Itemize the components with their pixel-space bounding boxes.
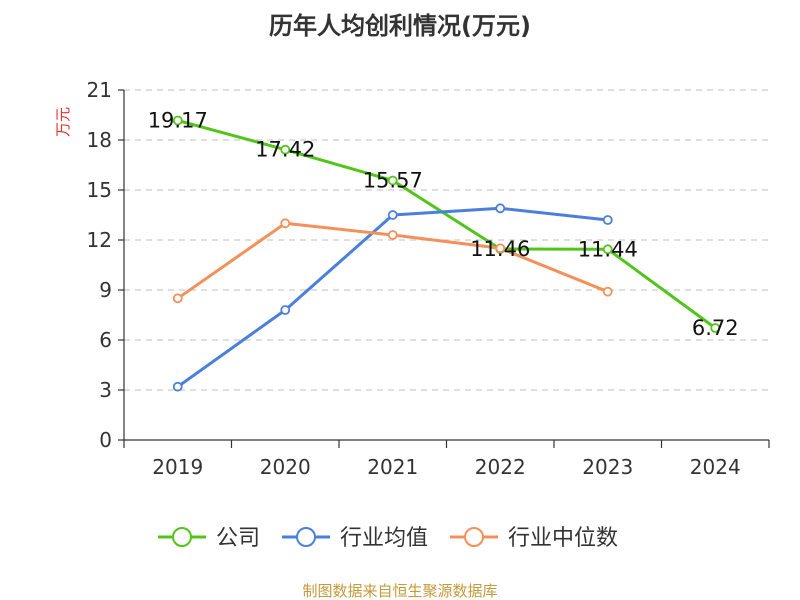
x-tick-label: 2019 [152, 455, 203, 479]
y-tick-label: 21 [87, 78, 112, 102]
y-tick-label: 3 [99, 378, 112, 402]
source-note: 制图数据来自恒生聚源数据库 [302, 582, 497, 600]
data-point [602, 215, 613, 225]
y-tick-label: 18 [87, 128, 112, 152]
chart-title: 历年人均创利情况(万元) [269, 12, 531, 40]
data-point [387, 175, 398, 186]
x-tick-label: 2022 [475, 455, 526, 479]
y-tick-label: 12 [87, 228, 112, 252]
data-point [280, 218, 291, 229]
series-layer [172, 115, 721, 392]
legend-marker [296, 527, 317, 547]
legend-marker [172, 527, 192, 547]
axes: 0 3 6 9 12 15 18 21 2019 2020 2021 2022 2023 2024 [87, 78, 770, 479]
series-2 [172, 218, 613, 304]
x-tick-label: 2021 [367, 455, 418, 479]
legend-marker [464, 527, 485, 547]
y-tick-label: 15 [87, 178, 112, 202]
data-point [602, 286, 613, 297]
x-tick-label: 2024 [690, 455, 741, 479]
data-point [387, 210, 398, 220]
data-point [495, 203, 506, 214]
y-tick-label: 9 [99, 278, 112, 302]
series-1 [172, 203, 613, 392]
grid-lines [124, 89, 769, 391]
x-tick-label: 2020 [260, 455, 311, 479]
legend-item-0: 公司 [158, 526, 260, 551]
legend-label: 行业均值 [340, 526, 428, 551]
data-point [280, 305, 291, 315]
y-tick-label: 0 [99, 428, 112, 452]
y-tick-label: 6 [99, 328, 112, 352]
legend-item-2: 行业中位数 [450, 526, 618, 551]
data-point [172, 293, 183, 304]
data-point [710, 323, 721, 333]
data-label: 19.17 [148, 109, 208, 133]
data-labels: 19.17 17.42 15.57 11.46 11.44 6.72 [148, 109, 739, 341]
data-point [495, 243, 506, 254]
data-point [280, 144, 291, 155]
data-point [387, 230, 398, 240]
data-point [172, 381, 183, 392]
x-tick-label: 2023 [582, 455, 633, 479]
series-line [177, 119, 717, 330]
data-point [172, 115, 183, 126]
data-point [602, 244, 613, 255]
data-label: 15.57 [363, 169, 423, 193]
legend-item-1: 行业均值 [282, 526, 428, 551]
y-axis-label: 万元 [54, 107, 72, 137]
legend-label: 公司 [216, 526, 260, 551]
data-label: 17.42 [255, 138, 315, 162]
data-label: 11.44 [578, 237, 638, 261]
legend: 公司 行业均值 行业中位数 [158, 526, 618, 551]
data-label: 11.46 [470, 237, 530, 261]
legend-label: 行业中位数 [508, 526, 618, 551]
data-label: 6.72 [692, 316, 739, 340]
